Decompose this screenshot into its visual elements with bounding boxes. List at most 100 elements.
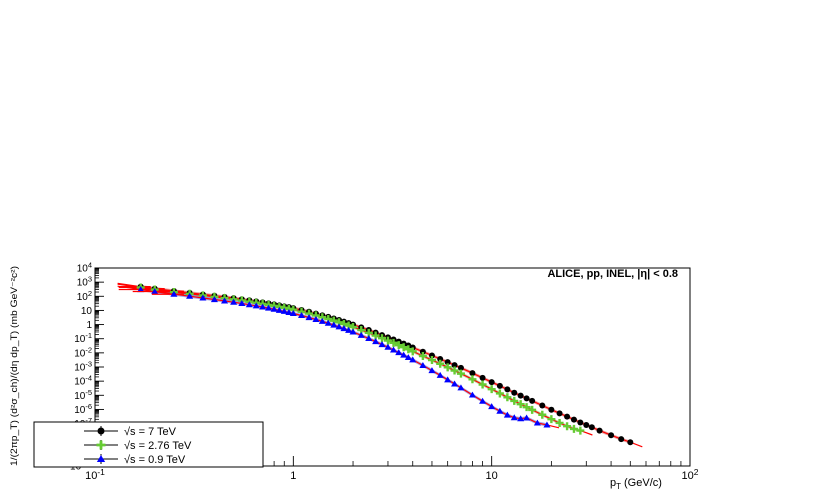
x-tick-label: 10-1 <box>85 467 105 482</box>
data-point-cross <box>96 440 106 450</box>
data-point-cross <box>468 375 477 384</box>
legend-label: √s = 0.9 TeV <box>124 454 186 466</box>
data-point-circle <box>457 364 464 371</box>
data-point-cross <box>289 305 298 314</box>
data-point-cross <box>311 311 320 320</box>
data-point-cross <box>324 314 333 323</box>
data-markers <box>118 283 634 446</box>
data-point-cross <box>522 403 531 412</box>
data-point-circle <box>583 421 590 428</box>
data-point-triangle <box>199 294 207 301</box>
data-point-cross <box>450 366 459 375</box>
data-point-cross <box>408 347 417 356</box>
data-point-circle <box>570 416 577 423</box>
data-point-cross <box>335 318 344 327</box>
data-point-cross <box>510 396 519 405</box>
y-axis-label: 1/(2πp_T) (d²σ_ch)/(dη dp_T) (mb GeV⁻²c²… <box>9 266 19 466</box>
x-tick-label: 1 <box>290 470 296 482</box>
data-point-triangle <box>372 338 380 345</box>
data-point-cross <box>404 345 413 354</box>
data-point-circle <box>419 348 426 355</box>
data-point-triangle <box>533 419 541 426</box>
data-point-triangle <box>384 343 392 350</box>
data-point-cross <box>329 316 338 325</box>
y-tick-label: 10-4 <box>74 374 92 388</box>
fit-curve <box>117 283 593 436</box>
data-point-triangle <box>378 341 386 348</box>
data-point-triangle <box>345 326 353 333</box>
data-point-circle <box>548 406 555 413</box>
data-point-cross <box>547 415 556 424</box>
legend-label: √s = 7 TeV <box>124 426 177 438</box>
data-point-triangle <box>137 286 145 293</box>
legend-label: √s = 2.76 TeV <box>124 440 192 452</box>
y-tick-label: 1 <box>86 320 92 331</box>
data-point-triangle <box>451 380 459 387</box>
data-point-cross <box>344 321 353 330</box>
data-point-triangle <box>259 303 267 310</box>
uncertainty-band <box>140 287 547 427</box>
data-point-cross <box>487 385 496 394</box>
data-point-triangle <box>340 325 348 332</box>
x-tick-label: 10 <box>486 470 498 482</box>
data-point-triangle <box>419 361 427 368</box>
data-point-triangle <box>238 300 246 307</box>
data-point-circle <box>517 392 524 399</box>
legend: √s = 7 TeV √s = 2.76 TeV √s = 0.9 TeV <box>33 421 264 468</box>
data-point-cross <box>394 341 403 350</box>
data-point-triangle <box>357 331 365 338</box>
data-point-cross <box>280 303 289 312</box>
data-point-circle <box>511 389 518 396</box>
uncertainty-band <box>140 285 581 433</box>
data-point-triangle <box>400 351 408 358</box>
data-point-cross <box>378 334 387 343</box>
data-point-circle <box>627 439 634 446</box>
data-point-triangle <box>479 397 487 404</box>
data-point-cross <box>371 331 380 340</box>
data-point-circle <box>608 432 615 439</box>
data-point-cross <box>318 313 327 322</box>
data-point-cross <box>305 309 314 318</box>
data-point-triangle <box>280 307 288 314</box>
data-point-triangle <box>265 304 273 311</box>
data-point-triangle <box>457 384 465 391</box>
data-point-triangle <box>365 335 373 342</box>
data-point-cross <box>349 323 358 332</box>
data-point-triangle <box>404 354 412 361</box>
data-point-circle <box>469 370 476 377</box>
data-point-circle <box>437 355 444 362</box>
x-axis-label: pT (GeV/c) <box>610 477 662 491</box>
uncertainty-band <box>140 285 631 444</box>
data-point-circle <box>539 402 546 409</box>
data-point-circle <box>523 395 530 402</box>
data-point-cross <box>383 336 392 345</box>
data-point-circle <box>577 419 584 426</box>
data-point-circle <box>451 362 458 369</box>
data-point-triangle <box>468 391 476 398</box>
data-point-cross <box>284 304 293 313</box>
data-point-triangle <box>395 349 403 356</box>
data-point-triangle <box>285 309 293 316</box>
data-point-circle <box>496 382 503 389</box>
y-tick-label: 10-1 <box>74 331 92 345</box>
data-point-cross <box>297 307 306 316</box>
data-point-triangle <box>318 317 326 324</box>
data-point-cross <box>495 389 504 398</box>
data-point-triangle <box>252 302 260 309</box>
y-tick-label: 10-6 <box>74 402 92 416</box>
data-point-triangle <box>210 296 218 303</box>
data-point-cross <box>478 380 487 389</box>
data-point-triangle <box>503 411 511 418</box>
data-point-triangle <box>275 306 283 313</box>
y-tick-label: 102 <box>77 289 92 303</box>
data-point-triangle <box>324 319 332 326</box>
data-point-cross <box>364 328 373 337</box>
data-point-cross <box>528 405 537 414</box>
legend-box <box>33 421 264 468</box>
data-point-triangle <box>488 403 496 410</box>
data-point-cross <box>516 400 525 409</box>
data-point-triangle <box>517 415 525 422</box>
data-point-triangle <box>409 356 417 363</box>
